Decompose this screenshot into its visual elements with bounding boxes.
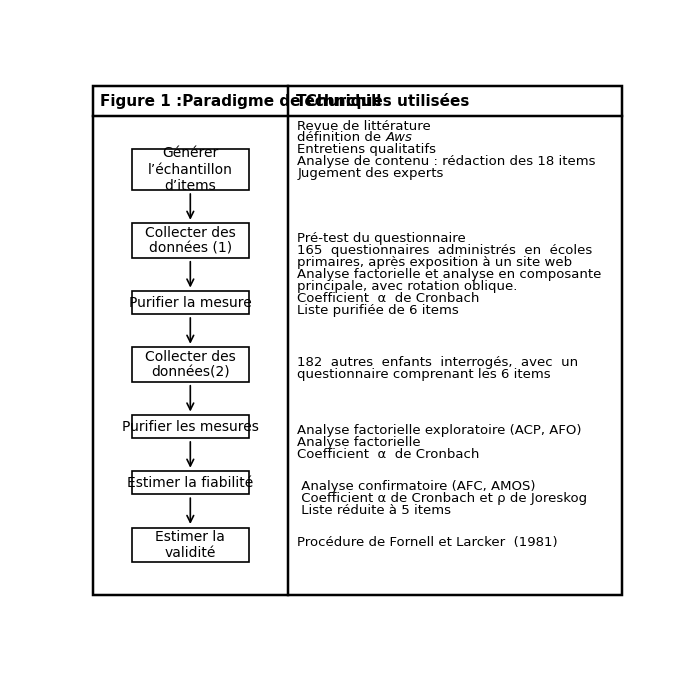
Bar bbox=[132, 291, 249, 315]
Text: 165  questionnaires  administrés  en  écoles: 165 questionnaires administrés en écoles bbox=[298, 244, 592, 257]
Text: 182  autres  enfants  interrogés,  avec  un: 182 autres enfants interrogés, avec un bbox=[298, 356, 579, 369]
Bar bbox=[132, 528, 249, 562]
Text: Estimer la
validité: Estimer la validité bbox=[155, 530, 225, 560]
Text: Aws: Aws bbox=[385, 132, 413, 144]
Bar bbox=[132, 223, 249, 258]
Text: questionnaire comprenant les 6 items: questionnaire comprenant les 6 items bbox=[298, 368, 551, 381]
Text: Liste réduite à 5 items: Liste réduite à 5 items bbox=[298, 504, 452, 517]
Text: Purifier les mesures: Purifier les mesures bbox=[122, 420, 259, 434]
Text: Techniques utilisées: Techniques utilisées bbox=[296, 93, 469, 109]
Text: Analyse de contenu : rédaction des 18 items: Analyse de contenu : rédaction des 18 it… bbox=[298, 155, 596, 168]
Text: Coefficient  α  de Cronbach: Coefficient α de Cronbach bbox=[298, 292, 480, 305]
Text: Analyse factorielle exploratoire (ACP, AFO): Analyse factorielle exploratoire (ACP, A… bbox=[298, 424, 582, 437]
Text: Coefficient  α  de Cronbach: Coefficient α de Cronbach bbox=[298, 448, 480, 461]
Text: Analyse factorielle: Analyse factorielle bbox=[298, 436, 421, 449]
Text: Revue de littérature: Revue de littérature bbox=[298, 119, 431, 132]
Text: Pré-test du questionnaire: Pré-test du questionnaire bbox=[298, 232, 466, 245]
Text: Figure 1 :Paradigme de Churchill: Figure 1 :Paradigme de Churchill bbox=[100, 94, 382, 109]
Text: Procédure de Fornell et Larcker  (1981): Procédure de Fornell et Larcker (1981) bbox=[298, 537, 558, 549]
Bar bbox=[132, 148, 249, 190]
Text: Analyse factorielle et analyse en composante: Analyse factorielle et analyse en compos… bbox=[298, 268, 602, 281]
Text: Jugement des experts: Jugement des experts bbox=[298, 167, 444, 180]
Text: Collecter des
données(2): Collecter des données(2) bbox=[145, 350, 236, 380]
Text: Analyse confirmatoire (AFC, AMOS): Analyse confirmatoire (AFC, AMOS) bbox=[298, 480, 536, 493]
Text: Collecter des
données (1): Collecter des données (1) bbox=[145, 225, 236, 256]
Text: Estimer la fiabilité: Estimer la fiabilité bbox=[127, 476, 254, 490]
Bar bbox=[132, 415, 249, 438]
Text: définition de: définition de bbox=[298, 132, 385, 144]
Bar bbox=[132, 348, 249, 382]
Text: primaires, après exposition à un site web: primaires, après exposition à un site we… bbox=[298, 256, 572, 269]
Text: Entretiens qualitatifs: Entretiens qualitatifs bbox=[298, 143, 436, 157]
Bar bbox=[132, 471, 249, 495]
Text: Purifier la mesure: Purifier la mesure bbox=[129, 296, 252, 310]
Text: Coefficient α de Cronbach et ρ de Joreskog: Coefficient α de Cronbach et ρ de Joresk… bbox=[298, 492, 588, 505]
Text: Liste purifiée de 6 items: Liste purifiée de 6 items bbox=[298, 304, 459, 317]
Text: principale, avec rotation oblique.: principale, avec rotation oblique. bbox=[298, 280, 518, 293]
Text: Générer
l’échantillon
d’items: Générer l’échantillon d’items bbox=[148, 146, 233, 193]
